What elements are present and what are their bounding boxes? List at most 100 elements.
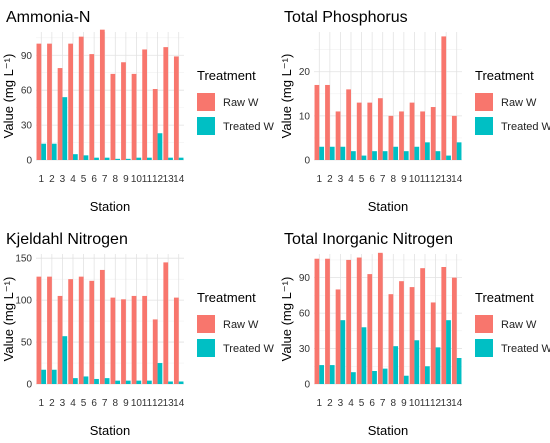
bar-raw-w — [121, 299, 126, 384]
bar-raw-w — [346, 259, 351, 384]
bar-treated-w — [393, 146, 399, 160]
x-tick-label: 4 — [70, 398, 76, 409]
bar-raw-w — [99, 29, 105, 160]
x-tick-label: 14 — [451, 398, 463, 409]
x-tick-label: 13 — [441, 398, 453, 409]
bar-raw-w — [335, 289, 341, 384]
legend-label: Raw W — [223, 319, 259, 331]
x-tick-label: 11 — [420, 174, 431, 185]
legend-label: Raw W — [501, 319, 537, 331]
y-axis-title: Value (mg L⁻¹) — [1, 277, 16, 362]
chart-title: Total Inorganic Nitrogen — [284, 231, 453, 248]
x-tick-label: 4 — [348, 174, 354, 185]
bar-treated-w — [178, 381, 184, 384]
x-tick-label: 12 — [152, 174, 164, 185]
bar-treated-w — [414, 146, 420, 160]
x-tick-label: 11 — [420, 398, 431, 409]
x-tick-label: 5 — [81, 174, 87, 185]
y-tick-label: 90 — [299, 273, 311, 284]
bar-raw-w — [420, 268, 425, 384]
bar-raw-w — [78, 36, 84, 161]
bar-raw-w — [420, 111, 425, 160]
bar-treated-w — [329, 365, 335, 384]
bar-treated-w — [446, 320, 451, 384]
bar-raw-w — [356, 257, 362, 384]
x-tick-label: 1 — [317, 398, 323, 409]
legend-label: Raw W — [223, 97, 259, 109]
chart-title: Kjeldahl Nitrogen — [6, 231, 128, 248]
bar-treated-w — [435, 151, 441, 160]
bar-raw-w — [142, 49, 147, 160]
legend-key-treated-w — [197, 117, 215, 135]
legend-label: Treated W — [223, 121, 275, 133]
bar-raw-w — [451, 277, 457, 384]
y-axis-title: Value (mg L⁻¹) — [279, 54, 294, 139]
bar-treated-w — [104, 378, 110, 384]
y-tick-label: 60 — [21, 86, 33, 97]
y-tick-label: 150 — [15, 254, 32, 265]
x-tick-label: 13 — [163, 174, 175, 185]
bar-treated-w — [62, 336, 68, 384]
bar-raw-w — [57, 295, 63, 384]
x-tick-label: 3 — [60, 174, 66, 185]
bar-treated-w — [382, 368, 388, 384]
x-tick-label: 1 — [39, 398, 45, 409]
bar-treated-w — [51, 369, 57, 384]
x-tick-label: 9 — [123, 398, 129, 409]
bar-raw-w — [346, 89, 351, 160]
y-tick-label: 90 — [21, 51, 33, 62]
bar-treated-w — [456, 142, 462, 160]
bar-treated-w — [115, 158, 121, 160]
x-tick-label: 6 — [91, 398, 97, 409]
bar-treated-w — [319, 146, 325, 160]
bar-raw-w — [451, 115, 457, 160]
x-tick-label: 7 — [102, 398, 108, 409]
y-tick-label: 100 — [15, 296, 32, 307]
bar-treated-w — [51, 143, 57, 160]
bar-raw-w — [89, 280, 95, 384]
legend-key-raw-w — [475, 93, 493, 111]
bar-raw-w — [152, 89, 158, 160]
bar-treated-w — [361, 327, 367, 384]
x-tick-label: 3 — [338, 398, 344, 409]
x-tick-label: 12 — [152, 398, 164, 409]
x-tick-label: 2 — [49, 398, 55, 409]
bar-treated-w — [435, 347, 441, 384]
legend-key-treated-w — [475, 117, 493, 135]
bar-treated-w — [157, 133, 163, 160]
bar-treated-w — [41, 369, 47, 384]
bar-treated-w — [136, 157, 142, 160]
x-tick-label: 13 — [441, 174, 453, 185]
y-tick-label: 0 — [304, 156, 310, 167]
y-tick-label: 0 — [26, 156, 32, 167]
bar-raw-w — [325, 84, 330, 160]
legend-label: Treated W — [223, 343, 275, 355]
x-tick-label: 8 — [113, 174, 119, 185]
x-tick-label: 10 — [131, 174, 143, 185]
legend-key-treated-w — [475, 339, 493, 357]
bar-treated-w — [351, 151, 356, 160]
bar-treated-w — [94, 378, 99, 384]
bar-treated-w — [136, 380, 142, 384]
bar-raw-w — [430, 107, 436, 160]
bar-raw-w — [131, 73, 137, 160]
legend-title: Treatment — [475, 68, 534, 83]
bar-raw-w — [47, 43, 52, 160]
x-tick-label: 3 — [60, 398, 66, 409]
bar-raw-w — [335, 111, 341, 160]
bar-treated-w — [73, 154, 78, 160]
bar-treated-w — [446, 155, 451, 160]
bar-raw-w — [68, 279, 73, 384]
bar-treated-w — [372, 371, 377, 384]
x-tick-label: 5 — [359, 398, 365, 409]
bar-treated-w — [41, 143, 47, 160]
bar-raw-w — [430, 302, 436, 384]
bar-raw-w — [36, 43, 42, 160]
x-tick-label: 8 — [391, 174, 397, 185]
y-tick-label: 0 — [304, 380, 310, 391]
x-tick-label: 14 — [173, 174, 185, 185]
y-axis-title: Value (mg L⁻¹) — [1, 54, 16, 139]
